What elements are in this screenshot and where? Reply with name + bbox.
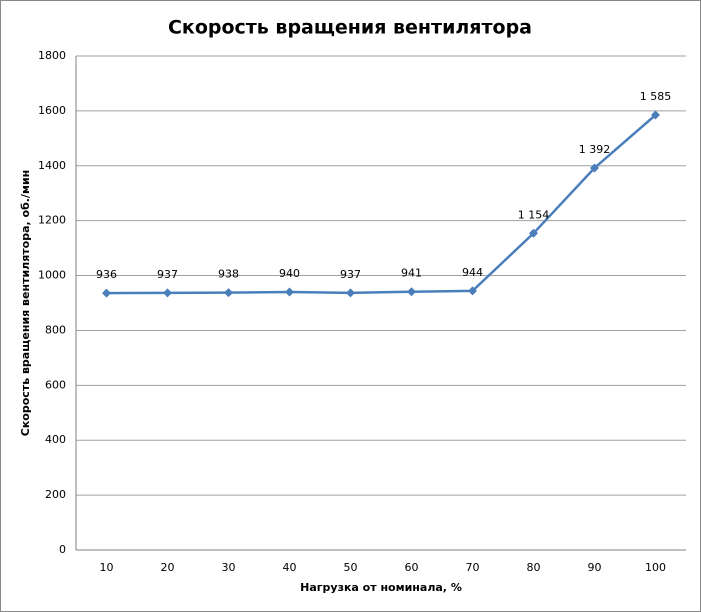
data-label: 944 <box>462 266 483 279</box>
data-label: 937 <box>340 268 361 281</box>
x-tick-label: 40 <box>283 561 297 574</box>
x-tick-label: 30 <box>222 561 236 574</box>
y-tick-label: 0 <box>59 543 66 556</box>
y-tick-label: 600 <box>45 378 66 391</box>
x-tick-label: 100 <box>645 561 666 574</box>
y-tick-label: 1000 <box>38 269 66 282</box>
marker <box>590 163 599 173</box>
chart-title: Скорость вращения вентилятора <box>168 17 532 39</box>
data-label: 937 <box>157 268 178 281</box>
x-tick-label: 90 <box>588 561 602 574</box>
marker <box>651 110 660 120</box>
y-tick-label: 1600 <box>38 104 66 117</box>
data-label: 936 <box>96 268 117 281</box>
data-label: 940 <box>279 267 300 280</box>
y-tick-label: 200 <box>45 488 66 501</box>
y-tick-label: 1800 <box>38 49 66 62</box>
x-tick-label: 10 <box>100 561 114 574</box>
y-tick-label: 1200 <box>38 214 66 227</box>
marker <box>468 286 477 296</box>
marker <box>224 288 233 298</box>
y-tick-label: 800 <box>45 323 66 336</box>
data-label: 941 <box>401 267 422 280</box>
x-axis-label: Нагрузка от номинала, % <box>300 581 462 594</box>
marker <box>529 228 538 238</box>
marker <box>102 288 111 298</box>
marker <box>163 288 172 298</box>
x-tick-label: 50 <box>344 561 358 574</box>
x-tick-label: 80 <box>527 561 541 574</box>
y-tick-label: 400 <box>45 433 66 446</box>
x-tick-label: 60 <box>405 561 419 574</box>
x-tick-label: 70 <box>466 561 480 574</box>
data-label: 1 392 <box>579 143 611 156</box>
data-label: 938 <box>218 268 239 281</box>
data-label: 1 154 <box>518 208 550 221</box>
x-tick-label: 20 <box>161 561 175 574</box>
marker <box>407 287 416 297</box>
line <box>106 114 657 295</box>
marker <box>285 287 294 297</box>
data-label: 1 585 <box>640 90 672 103</box>
y-axis-label: Скорость вращения вентилятора, об./мин <box>19 170 32 436</box>
marker <box>346 288 355 298</box>
y-tick-label: 1400 <box>38 159 66 172</box>
